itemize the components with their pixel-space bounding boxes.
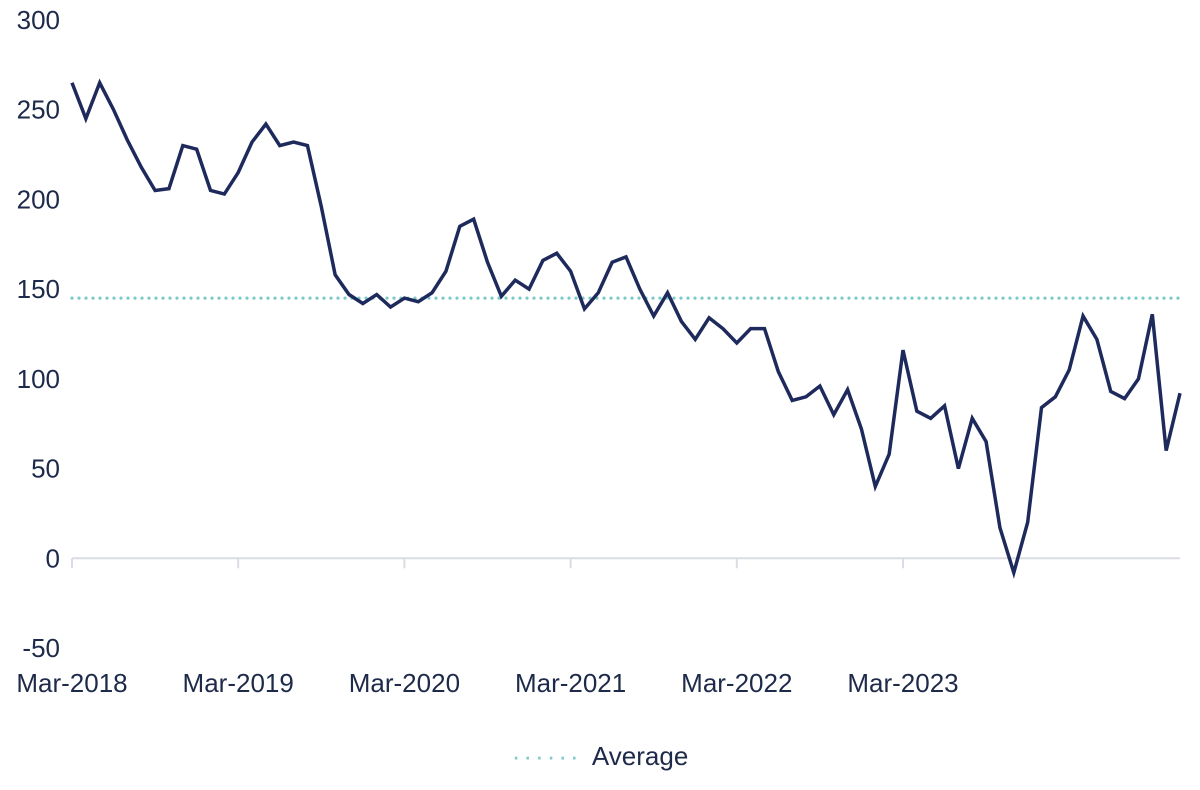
y-tick-label: 200 (17, 184, 60, 214)
y-tick-label: 50 (31, 454, 60, 484)
x-tick-label: Mar-2021 (515, 668, 626, 698)
y-tick-label: 100 (17, 364, 60, 394)
x-tick-label: Mar-2020 (349, 668, 460, 698)
x-tick-label: Mar-2022 (681, 668, 792, 698)
chart-svg: -50 0 50 100 150 200 250 300 Mar-2018 Mar-2019 Mar… (0, 0, 1200, 790)
y-tick-label: 250 (17, 95, 60, 125)
x-tick-label: Mar-2019 (183, 668, 294, 698)
y-tick-label: 150 (17, 274, 60, 304)
x-tick-label: Mar-2018 (16, 668, 127, 698)
line-chart: -50 0 50 100 150 200 250 300 Mar-2018 Mar-2019 Mar… (0, 0, 1200, 790)
y-tick-label: 0 (46, 543, 60, 573)
y-tick-label: -50 (22, 633, 60, 663)
legend-marker-average: ······ (512, 741, 592, 771)
x-tick-label: Mar-2023 (847, 668, 958, 698)
legend-label-average: Average (592, 741, 688, 771)
y-tick-label: 300 (17, 5, 60, 35)
legend: ······ Average (0, 741, 1200, 772)
